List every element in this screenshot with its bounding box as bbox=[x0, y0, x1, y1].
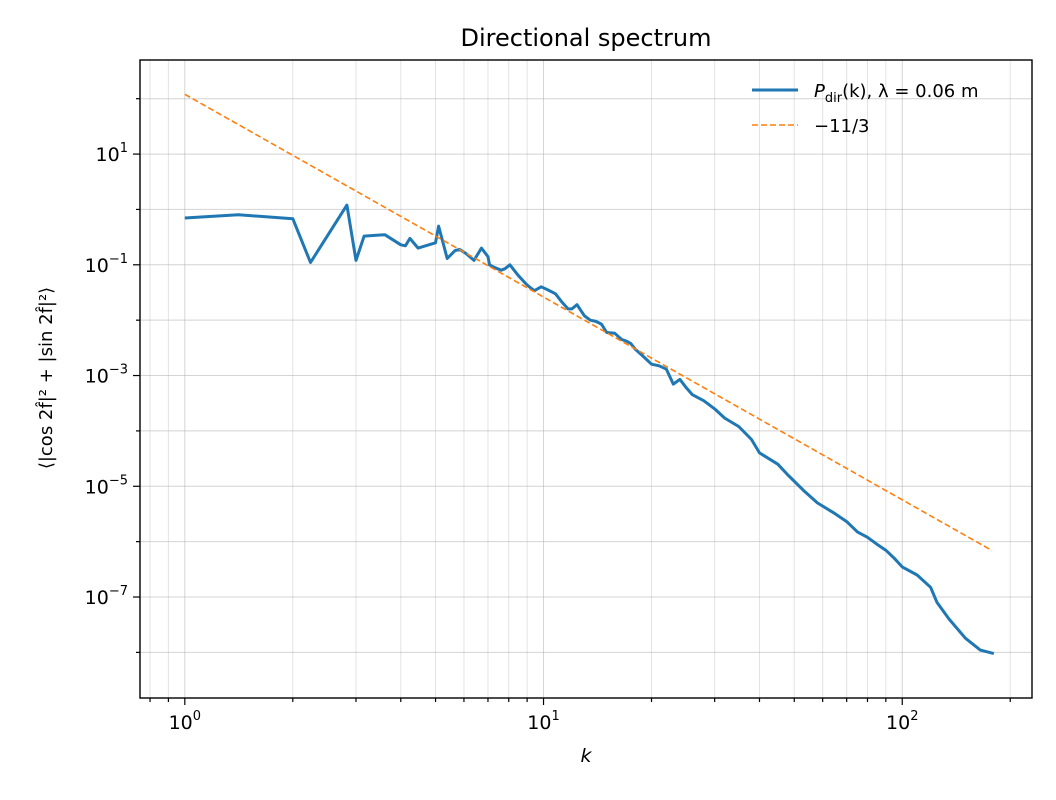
x-axis-label: k bbox=[580, 745, 592, 767]
legend: Pdir(k), λ = 0.06 m −11/3 bbox=[752, 81, 979, 137]
y-tick-label: 10−1 bbox=[85, 252, 128, 277]
series-layer bbox=[184, 93, 995, 656]
x-tick-label: 102 bbox=[886, 709, 918, 734]
y-axis: 101 10−1 10−3 10−5 10−7 bbox=[85, 98, 140, 653]
legend-label-slope: −11/3 bbox=[814, 116, 870, 137]
y-tick-label: 10−5 bbox=[85, 473, 128, 498]
x-tick-label: 100 bbox=[169, 709, 201, 734]
y-tick-label: 10−7 bbox=[85, 584, 128, 609]
x-tick-label: 101 bbox=[527, 709, 559, 734]
plot-frame bbox=[139, 59, 1033, 699]
series-line-pdir bbox=[184, 203, 995, 656]
chart-title: Directional spectrum bbox=[461, 24, 712, 52]
y-axis-label: ⟨|cos 2f̂|² + |sin 2f̂|²⟩ bbox=[36, 287, 57, 469]
x-axis: 100 101 102 bbox=[149, 698, 1011, 734]
series-line-slope bbox=[184, 93, 993, 552]
y-tick-label: 10−3 bbox=[85, 363, 128, 388]
grid bbox=[140, 60, 1032, 698]
y-tick-label: 101 bbox=[96, 141, 128, 166]
legend-label-pdir: Pdir(k), λ = 0.06 m bbox=[814, 81, 979, 106]
